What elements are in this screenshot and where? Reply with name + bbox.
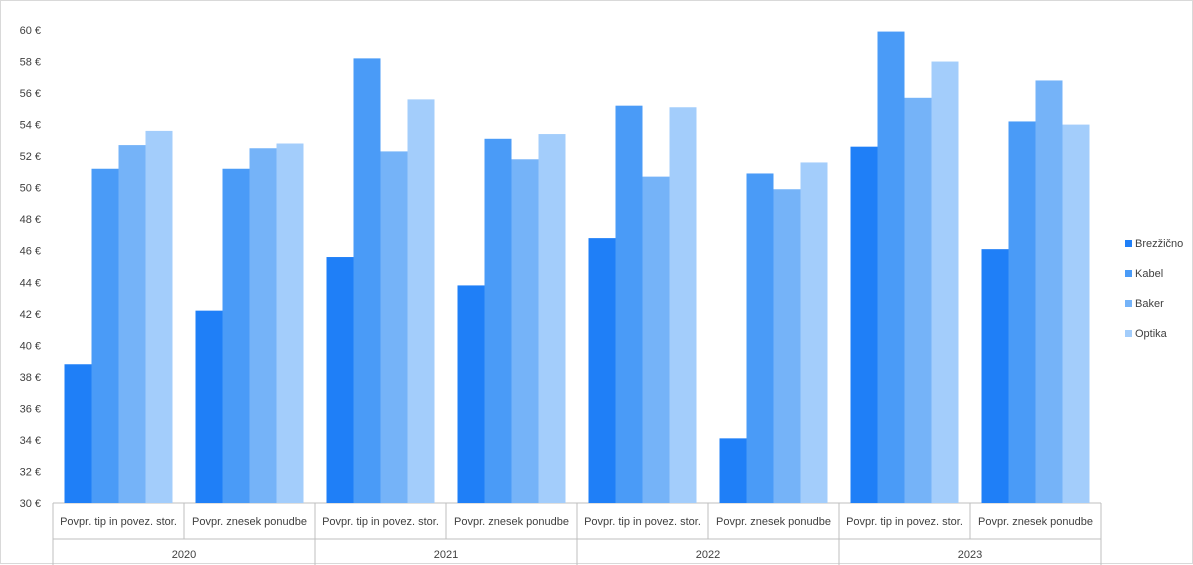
bar-baker-5 bbox=[773, 189, 801, 503]
bar-brez-i-no-1 bbox=[195, 310, 223, 503]
bar-brez-i-no-0 bbox=[64, 364, 92, 503]
bar-optika-4 bbox=[669, 107, 697, 504]
bar-brez-i-no-7 bbox=[981, 249, 1009, 503]
y-tick-label: 42 € bbox=[20, 309, 41, 321]
y-tick-label: 46 € bbox=[20, 246, 41, 258]
bar-optika-5 bbox=[800, 162, 828, 503]
bar-brez-i-no-4 bbox=[588, 238, 616, 503]
y-tick-label: 34 € bbox=[20, 435, 41, 447]
bar-kabel-7 bbox=[1008, 121, 1036, 504]
bar-baker-1 bbox=[249, 148, 277, 503]
y-tick-label: 32 € bbox=[20, 466, 41, 478]
bar-kabel-4 bbox=[615, 105, 643, 504]
x-category-label: Povpr. znesek ponudbe bbox=[978, 516, 1093, 528]
y-tick-label: 44 € bbox=[20, 277, 41, 289]
y-tick-label: 58 € bbox=[20, 57, 41, 69]
y-tick-label: 48 € bbox=[20, 214, 41, 226]
legend-swatch bbox=[1125, 270, 1132, 277]
y-tick-label: 50 € bbox=[20, 183, 41, 195]
y-tick-label: 54 € bbox=[20, 120, 41, 132]
bar-optika-7 bbox=[1062, 124, 1090, 503]
bar-kabel-0 bbox=[91, 168, 119, 503]
bar-brez-i-no-2 bbox=[326, 257, 354, 503]
bar-optika-1 bbox=[276, 143, 304, 503]
x-category-label: Povpr. tip in povez. stor. bbox=[60, 516, 177, 528]
bar-baker-2 bbox=[380, 151, 408, 504]
x-category-label: Povpr. znesek ponudbe bbox=[716, 516, 831, 528]
bar-optika-3 bbox=[538, 134, 566, 503]
y-tick-label: 38 € bbox=[20, 372, 41, 384]
legend-swatch bbox=[1125, 240, 1132, 247]
x-group-label: 2023 bbox=[958, 549, 982, 561]
x-category-label: Povpr. tip in povez. stor. bbox=[584, 516, 701, 528]
y-tick-label: 60 € bbox=[20, 25, 41, 37]
bar-optika-6 bbox=[931, 61, 959, 504]
legend-label: Kabel bbox=[1135, 268, 1163, 280]
y-tick-label: 30 € bbox=[20, 498, 41, 510]
legend-label: Brezžično bbox=[1135, 238, 1183, 250]
bar-baker-7 bbox=[1035, 80, 1063, 503]
bar-kabel-2 bbox=[353, 58, 381, 503]
bar-baker-3 bbox=[511, 159, 539, 503]
legend-label: Optika bbox=[1135, 328, 1168, 340]
x-category-label: Povpr. znesek ponudbe bbox=[192, 516, 307, 528]
bar-kabel-5 bbox=[746, 173, 774, 503]
y-tick-label: 40 € bbox=[20, 340, 41, 352]
legend-label: Baker bbox=[1135, 298, 1164, 310]
bar-baker-4 bbox=[642, 176, 670, 503]
bar-kabel-1 bbox=[222, 168, 250, 503]
bar-baker-6 bbox=[904, 97, 932, 504]
bar-optika-0 bbox=[145, 130, 173, 503]
legend-swatch bbox=[1125, 300, 1132, 307]
bar-kabel-3 bbox=[484, 138, 512, 504]
bar-brez-i-no-3 bbox=[457, 285, 485, 503]
x-category-label: Povpr. tip in povez. stor. bbox=[322, 516, 439, 528]
bar-kabel-6 bbox=[877, 31, 905, 504]
x-category-label: Povpr. znesek ponudbe bbox=[454, 516, 569, 528]
legend-swatch bbox=[1125, 330, 1132, 337]
x-group-label: 2021 bbox=[434, 549, 458, 561]
bar-brez-i-no-6 bbox=[850, 146, 878, 503]
x-category-label: Povpr. tip in povez. stor. bbox=[846, 516, 963, 528]
y-tick-label: 52 € bbox=[20, 151, 41, 163]
x-group-label: 2022 bbox=[696, 549, 720, 561]
y-tick-label: 56 € bbox=[20, 88, 41, 100]
bar-optika-2 bbox=[407, 99, 435, 503]
x-group-label: 2020 bbox=[172, 549, 196, 561]
y-tick-label: 36 € bbox=[20, 403, 41, 415]
bar-baker-0 bbox=[118, 145, 146, 503]
bar-brez-i-no-5 bbox=[719, 438, 747, 503]
